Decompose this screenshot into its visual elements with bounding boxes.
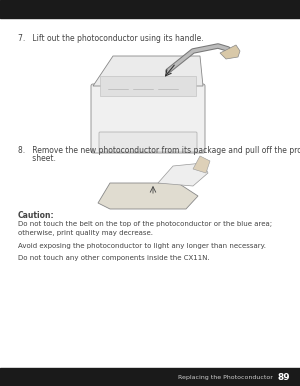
Text: sheet.: sheet.: [18, 154, 56, 163]
Bar: [0, 0, 300, 18]
Text: Do not touch any other components inside the CX11N.: Do not touch any other components inside…: [18, 255, 210, 261]
Text: Replacing the Photoconductor: Replacing the Photoconductor: [178, 374, 273, 379]
Text: otherwise, print quality may decrease.: otherwise, print quality may decrease.: [18, 230, 153, 236]
Text: Caution:: Caution:: [18, 211, 55, 220]
Polygon shape: [93, 56, 203, 86]
Text: 7.   Lift out the photoconductor using its handle.: 7. Lift out the photoconductor using its…: [18, 34, 204, 43]
Text: Do not touch the belt on the top of the photoconductor or the blue area;: Do not touch the belt on the top of the …: [18, 221, 272, 227]
Text: Avoid exposing the photoconductor to light any longer than necessary.: Avoid exposing the photoconductor to lig…: [18, 243, 266, 249]
Polygon shape: [220, 45, 240, 59]
Text: 89: 89: [278, 372, 291, 381]
Polygon shape: [193, 156, 210, 173]
Bar: [100, 76, 196, 96]
Text: 8.   Remove the new photoconductor from its package and pull off the protective: 8. Remove the new photoconductor from it…: [18, 146, 300, 155]
Polygon shape: [158, 163, 208, 186]
Bar: [0, 368, 300, 386]
FancyBboxPatch shape: [91, 84, 205, 153]
FancyBboxPatch shape: [99, 132, 197, 152]
Polygon shape: [98, 183, 198, 209]
